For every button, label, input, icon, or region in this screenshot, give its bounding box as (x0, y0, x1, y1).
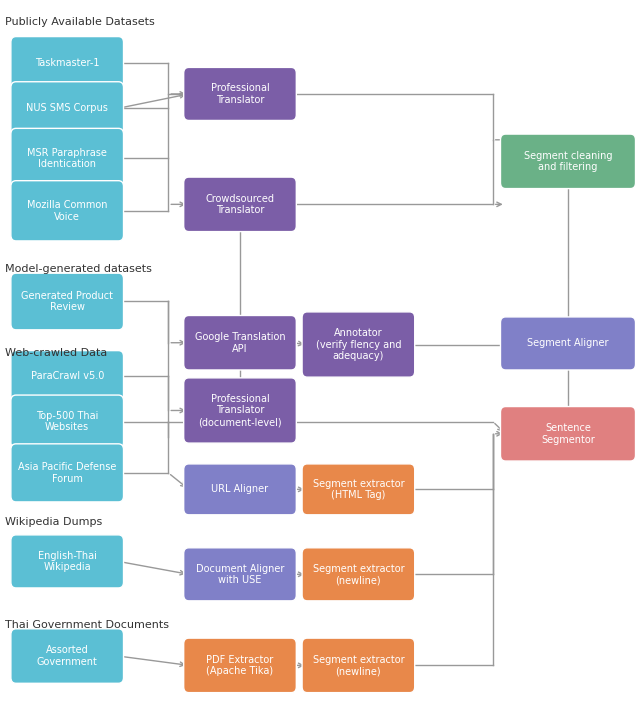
FancyBboxPatch shape (302, 464, 415, 515)
FancyBboxPatch shape (302, 638, 415, 693)
FancyBboxPatch shape (184, 548, 296, 601)
FancyBboxPatch shape (500, 407, 636, 461)
Text: PDF Extractor
(Apache Tika): PDF Extractor (Apache Tika) (206, 655, 274, 676)
Text: Segment extractor
(HTML Tag): Segment extractor (HTML Tag) (312, 478, 404, 500)
FancyBboxPatch shape (302, 548, 415, 601)
Text: Segment extractor
(newline): Segment extractor (newline) (312, 655, 404, 676)
FancyBboxPatch shape (11, 395, 124, 448)
FancyBboxPatch shape (11, 273, 124, 330)
Text: NUS SMS Corpus: NUS SMS Corpus (26, 103, 108, 113)
FancyBboxPatch shape (184, 177, 296, 232)
FancyBboxPatch shape (11, 181, 124, 241)
Text: Assorted
Government: Assorted Government (36, 645, 98, 667)
Text: Professional
Translator
(document-level): Professional Translator (document-level) (198, 394, 282, 427)
Text: Segment extractor
(newline): Segment extractor (newline) (312, 564, 404, 585)
FancyBboxPatch shape (11, 128, 124, 189)
Text: Web-crawled Data: Web-crawled Data (5, 348, 108, 358)
Text: Model-generated datasets: Model-generated datasets (5, 264, 152, 274)
Text: Google Translation
API: Google Translation API (195, 332, 285, 353)
FancyBboxPatch shape (11, 37, 124, 90)
Text: Publicly Available Datasets: Publicly Available Datasets (5, 17, 155, 27)
FancyBboxPatch shape (11, 444, 124, 502)
Text: Asia Pacific Defense
Forum: Asia Pacific Defense Forum (18, 462, 116, 484)
Text: MSR Paraphrase
Identication: MSR Paraphrase Identication (28, 148, 107, 169)
FancyBboxPatch shape (11, 82, 124, 135)
FancyBboxPatch shape (11, 535, 124, 588)
FancyBboxPatch shape (302, 312, 415, 377)
FancyBboxPatch shape (11, 629, 124, 683)
FancyBboxPatch shape (184, 378, 296, 443)
Text: Document Aligner
with USE: Document Aligner with USE (196, 564, 284, 585)
FancyBboxPatch shape (11, 351, 124, 402)
FancyBboxPatch shape (500, 134, 636, 189)
Text: Mozilla Common
Voice: Mozilla Common Voice (27, 200, 108, 222)
Text: Segment Aligner: Segment Aligner (527, 338, 609, 348)
Text: English-Thai
Wikipedia: English-Thai Wikipedia (38, 551, 97, 572)
Text: Taskmaster-1: Taskmaster-1 (35, 58, 99, 68)
FancyBboxPatch shape (184, 67, 296, 120)
Text: Thai Government Documents: Thai Government Documents (5, 620, 169, 630)
Text: Crowdsourced
Translator: Crowdsourced Translator (205, 194, 275, 215)
Text: Annotator
(verify flency and
adequacy): Annotator (verify flency and adequacy) (316, 328, 401, 361)
Text: Wikipedia Dumps: Wikipedia Dumps (5, 517, 102, 527)
FancyBboxPatch shape (184, 464, 296, 515)
FancyBboxPatch shape (184, 315, 296, 370)
Text: URL Aligner: URL Aligner (211, 485, 269, 494)
Text: ParaCrawl v5.0: ParaCrawl v5.0 (31, 371, 104, 381)
Text: Sentence
Segmentor: Sentence Segmentor (541, 423, 595, 445)
Text: Top-500 Thai
Websites: Top-500 Thai Websites (36, 411, 99, 432)
Text: Professional
Translator: Professional Translator (211, 83, 269, 105)
Text: Segment cleaning
and filtering: Segment cleaning and filtering (524, 151, 612, 172)
Text: Generated Product
Review: Generated Product Review (21, 290, 113, 313)
FancyBboxPatch shape (500, 317, 636, 370)
FancyBboxPatch shape (184, 638, 296, 693)
